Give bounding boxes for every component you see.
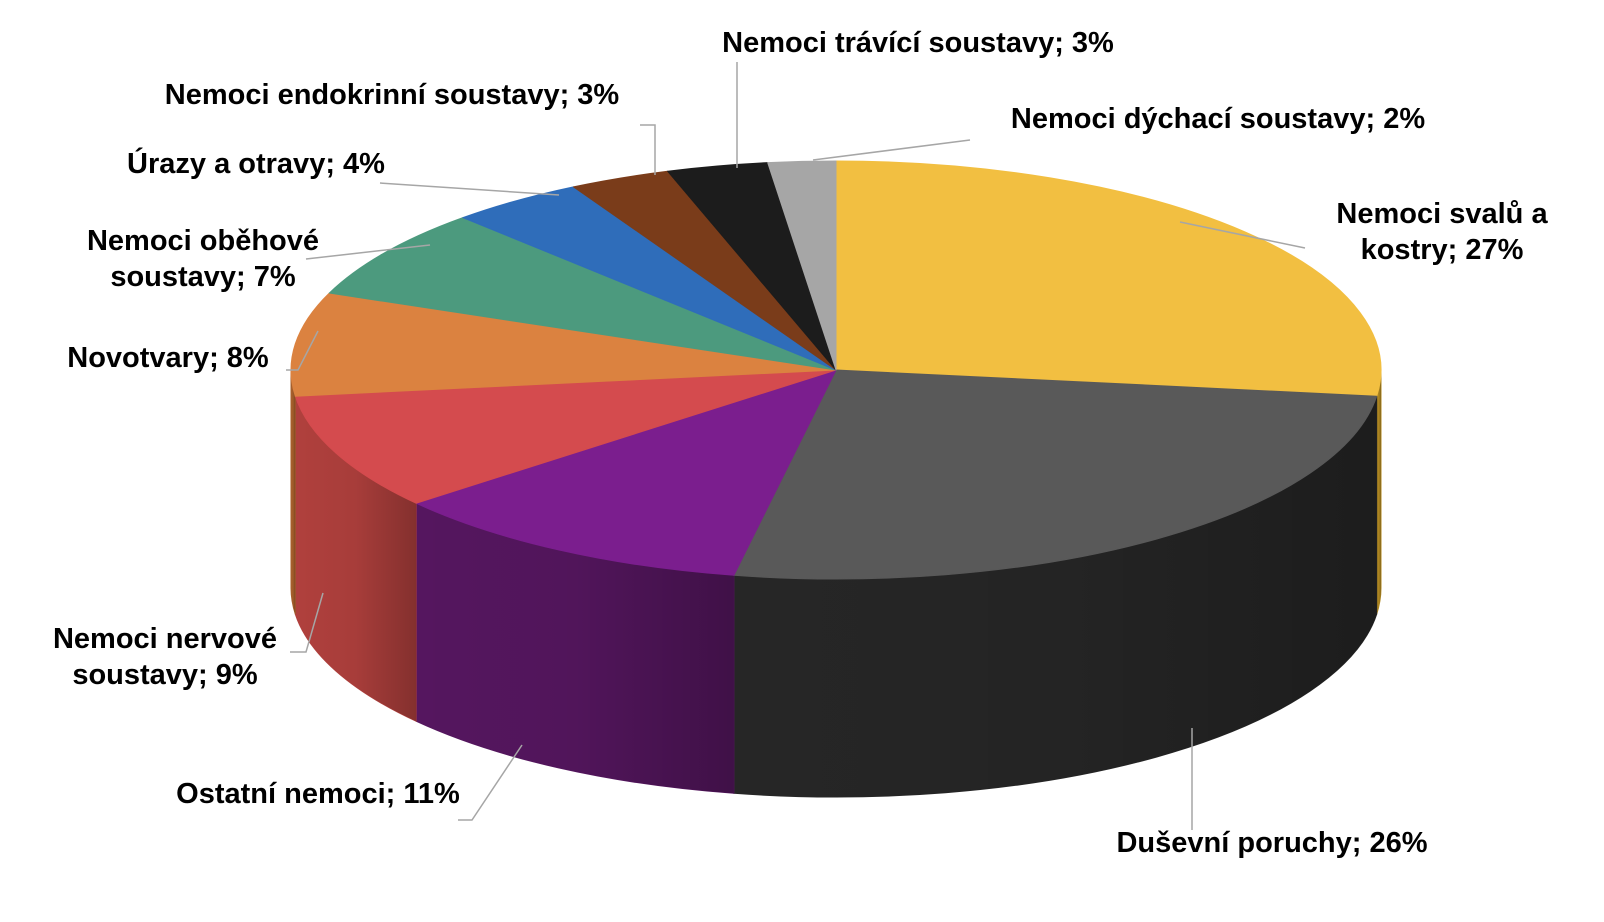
data-label-4-line-2: soustavy; 9% (72, 659, 258, 691)
data-label-3-line-1: Ostatní nemoci; 11% (176, 778, 460, 810)
leader-line-8 (640, 124, 656, 175)
leader-line-4 (290, 592, 324, 653)
data-label-6-line-1: Nemoci oběhové (87, 225, 319, 257)
leader-line-6 (305, 244, 431, 260)
pie-slice-10 (767, 160, 837, 371)
leader-line-5 (286, 330, 319, 371)
data-label-2-line-1: Duševní poruchy; 26% (1116, 827, 1427, 859)
data-label-layer: Nemoci svalů a kostry; 27% Duševní poruchy… (53, 27, 1548, 859)
data-label-2: Duševní poruchy; 26% (1116, 827, 1427, 859)
pie-side-shade-1 (1376, 370, 1381, 615)
data-label-1-line-1: Nemoci svalů a (1336, 198, 1548, 230)
pie-slice-1 (835, 160, 1382, 397)
data-label-4-line-1: Nemoci nervové (53, 623, 277, 655)
data-label-3: Ostatní nemoci; 11% (176, 778, 460, 810)
leader-line-3 (458, 744, 523, 821)
pie-side-shade-4 (295, 396, 417, 722)
pie-top-layer (290, 160, 1382, 580)
data-label-9-line-1: Nemoci trávící soustavy; 3% (722, 27, 1114, 59)
data-label-1-line-2: kostry; 27% (1361, 234, 1524, 266)
leader-line-7 (379, 182, 560, 196)
data-label-8: Nemoci endokrinní soustavy; 3% (165, 79, 620, 111)
data-label-5-line-1: Novotvary; 8% (67, 342, 269, 374)
pie-slice-5 (290, 292, 837, 397)
pie-side-shade-3 (416, 503, 734, 794)
data-label-9: Nemoci trávící soustavy; 3% (722, 27, 1114, 59)
pie-slice-4 (294, 369, 837, 504)
pie-slice-3 (415, 369, 837, 576)
data-label-6-line-2: soustavy; 7% (110, 261, 296, 293)
leader-line-10 (812, 139, 971, 161)
data-label-5: Novotvary; 8% (67, 342, 269, 374)
data-label-10: Nemoci dýchací soustavy; 2% (1011, 103, 1425, 135)
pie-slice-2 (733, 369, 1378, 580)
data-label-7: Úrazy a otravy; 4% (127, 146, 385, 180)
pie-side-shade-2 (733, 396, 1377, 798)
leader-line-1 (1179, 221, 1306, 249)
pie-side-shade-5 (291, 370, 296, 615)
data-label-6: Nemoci oběhové soustavy; 7% (87, 225, 319, 293)
data-label-7-line-1: Úrazy a otravy; 4% (127, 146, 385, 180)
leader-line-layer (286, 62, 1306, 830)
data-label-10-line-1: Nemoci dýchací soustavy; 2% (1011, 103, 1425, 135)
data-label-4: Nemoci nervové soustavy; 9% (53, 623, 277, 691)
pie-slice-6 (328, 217, 837, 371)
data-label-8-line-1: Nemoci endokrinní soustavy; 3% (165, 79, 620, 111)
pie-side-layer (290, 369, 1382, 798)
data-label-1: Nemoci svalů a kostry; 27% (1336, 198, 1548, 266)
